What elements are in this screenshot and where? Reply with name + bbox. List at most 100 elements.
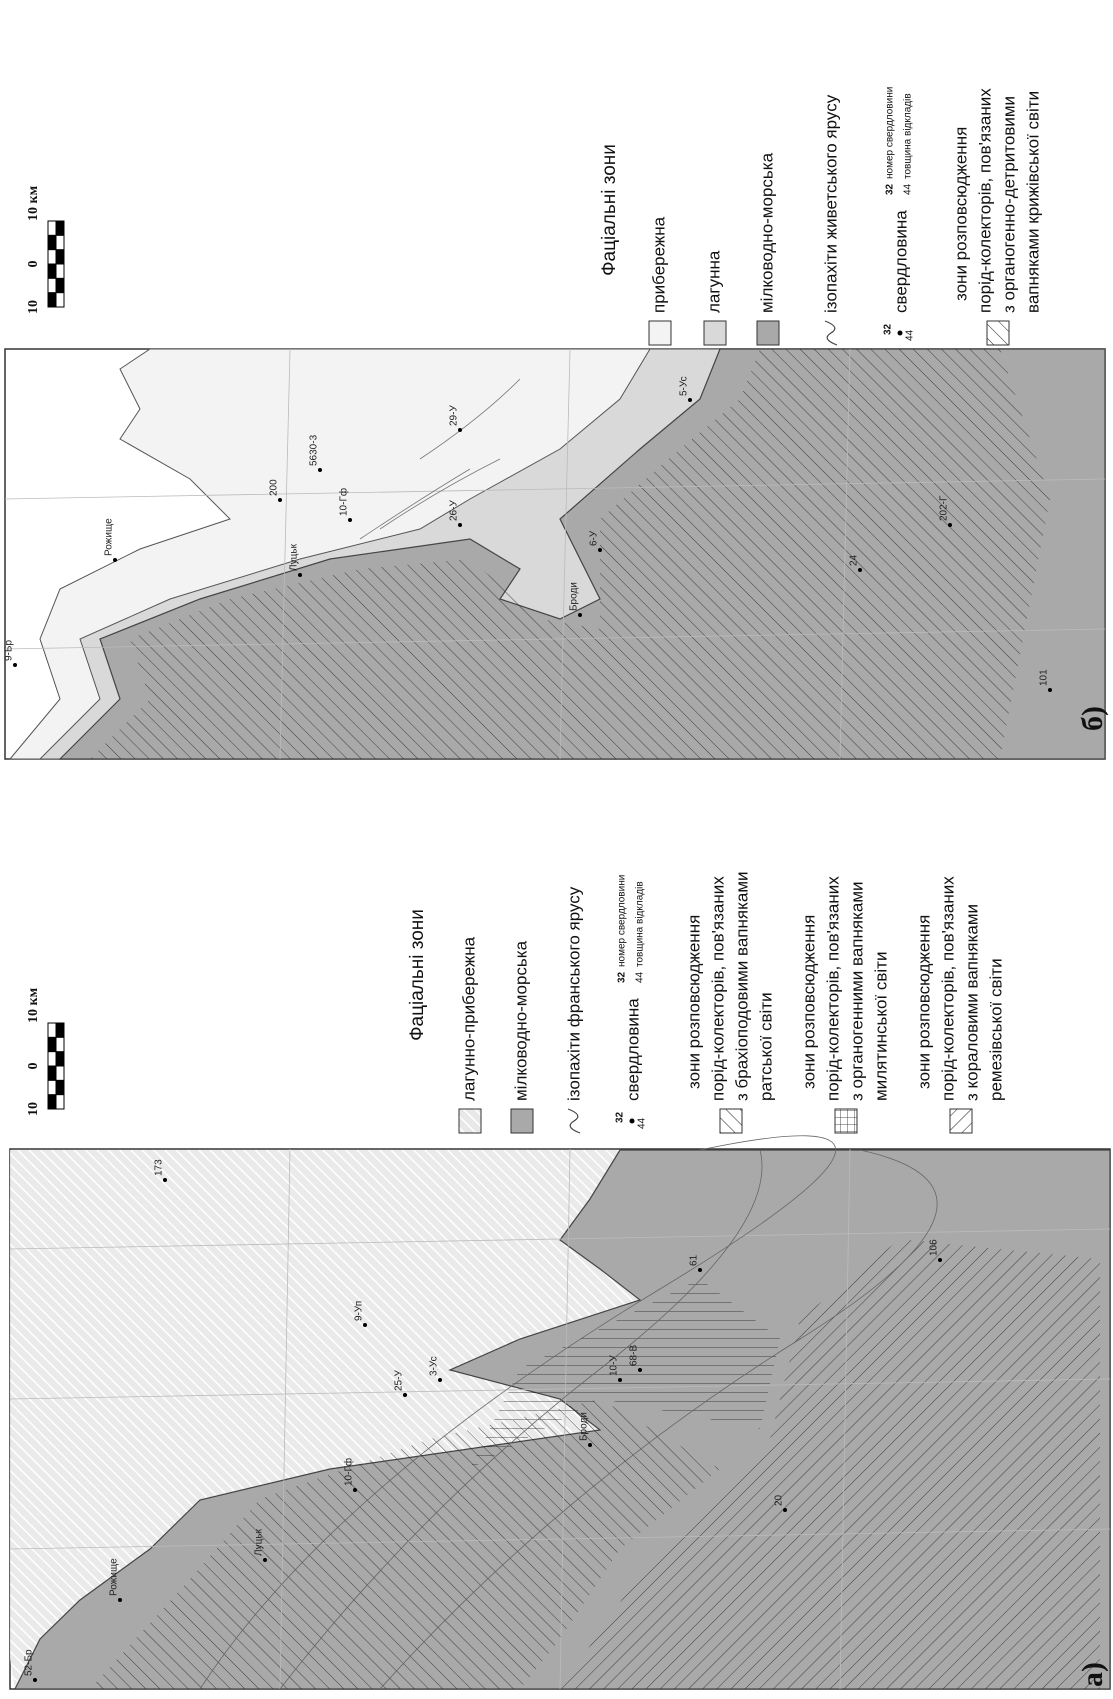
well-label: 10-У — [609, 1355, 620, 1376]
legend-zone-text: зони розповсюдження — [951, 127, 970, 301]
scale-label: 10 км — [26, 987, 41, 1023]
well — [318, 468, 322, 472]
well — [403, 1393, 407, 1397]
well-label: 3-Ус — [429, 1356, 440, 1376]
well-label: Рожище — [109, 1558, 120, 1596]
well — [363, 1323, 367, 1327]
hatch-remeziv — [560, 1239, 1100, 1689]
map-grid-line — [9, 1228, 1111, 1250]
scale-outline — [47, 220, 65, 308]
map-grid-line — [9, 1378, 1111, 1400]
well — [698, 1268, 702, 1272]
legend-note-number: 32 — [617, 971, 628, 983]
well — [578, 613, 582, 617]
well-label: 25-У — [394, 1370, 405, 1391]
well-label: 52-Бр — [24, 1649, 35, 1676]
map-grid-line — [839, 348, 851, 760]
well — [13, 663, 17, 667]
scale-label: 0 — [26, 1063, 41, 1070]
legend-note: товщина відкладів — [903, 93, 914, 179]
well-label: 106 — [929, 1239, 940, 1256]
well — [163, 1178, 167, 1182]
legend-swatch — [648, 320, 672, 346]
legend-swatch — [949, 1108, 973, 1134]
map-grid-line — [9, 1528, 1111, 1550]
well-label: 200 — [269, 479, 280, 496]
well-label: Броди — [579, 1412, 590, 1441]
legend-item: мілководно-морська — [757, 152, 776, 313]
scale-segment — [47, 292, 57, 308]
map-grid-line — [279, 348, 291, 760]
legend-note: номер свердловини — [617, 875, 628, 967]
legend-swatch — [510, 1108, 534, 1134]
isopach — [419, 378, 521, 460]
well — [588, 1443, 592, 1447]
well-label: Рожище — [104, 518, 115, 556]
legend-swatch — [756, 320, 780, 346]
legend-zone-text: порід-колекторів, пов'язаних — [823, 876, 842, 1101]
legend-title: Фаціальні зони — [407, 909, 428, 1041]
scale-segment — [55, 1022, 65, 1038]
map-grid-line — [559, 1148, 571, 1690]
legend-swatch — [824, 320, 838, 346]
legend-note-number: 32 — [885, 183, 896, 195]
well-label: Луцьк — [289, 543, 300, 571]
legend-note: номер свердловини — [885, 87, 896, 179]
legend-swatch — [458, 1108, 482, 1134]
panel-label: б) — [1076, 706, 1109, 731]
well — [1048, 688, 1052, 692]
legend-item: ізопахіти франського ярусу — [564, 886, 583, 1101]
panel-label: а) — [1076, 1662, 1109, 1687]
well-label: 10-Гф — [338, 488, 350, 516]
legend-well-label: свердловина — [623, 998, 642, 1101]
isopach — [199, 1135, 836, 1690]
well — [278, 498, 282, 502]
legend-zone-text: милятинської світи — [871, 952, 890, 1101]
legend-swatch — [834, 1108, 858, 1134]
well-label: 5-Ус — [679, 376, 690, 396]
well-label: 101 — [1039, 669, 1050, 686]
legend-swatch — [986, 320, 1010, 346]
well-label: 9-Уп — [354, 1301, 365, 1321]
map-grid-line — [4, 478, 1106, 500]
isopach — [279, 1149, 763, 1690]
legend-zone-text: з органогенними вапняками — [847, 881, 866, 1101]
well — [458, 523, 462, 527]
scale-segment — [47, 1036, 57, 1053]
well-label: 5630-3 — [309, 434, 320, 466]
lagoon-coastal-zone — [10, 1150, 640, 1689]
well-label: 173 — [154, 1159, 165, 1176]
map-grid-line — [4, 628, 1106, 650]
well — [948, 523, 952, 527]
well-label: 20 — [774, 1494, 785, 1506]
well-label: 61 — [689, 1254, 700, 1266]
well — [348, 518, 352, 522]
legend-zone-text: порід-колекторів, пов'язаних — [708, 876, 727, 1101]
hatch-kryzhiv — [90, 349, 1050, 759]
scale-label: 0 — [26, 261, 41, 268]
legend-note-thickness: 44 — [635, 971, 646, 983]
well-label: 9-Бр — [4, 640, 15, 661]
well — [618, 1378, 622, 1382]
well — [113, 558, 117, 562]
well — [438, 1378, 442, 1382]
isopach — [379, 458, 501, 530]
legend-zone-text: з органогенно-детритовими — [999, 96, 1018, 313]
well-label: 10-Гф — [343, 1458, 355, 1486]
well — [938, 1258, 942, 1262]
scale-segment — [55, 1079, 65, 1096]
well — [598, 548, 602, 552]
scale-label: 10 — [26, 1102, 41, 1116]
well-label: 24 — [849, 554, 860, 566]
legend-zone-text: зони розповсюдження — [914, 915, 933, 1089]
hatch-mylyatyn — [470, 1279, 780, 1469]
legend-zone-text: ремезівської світи — [986, 958, 1005, 1101]
well-label: 29-У — [449, 405, 460, 426]
rotated-figure: 52-Бр Рожище Луцьк 10-Гф 25-У 3-Ус 9-Уп 10-У Бро… — [4, 87, 1111, 1690]
well-label: Броди — [569, 582, 580, 611]
legend-zone-text: порід-колекторів, пов'язаних — [938, 876, 957, 1101]
well-label: 68-В — [629, 1345, 640, 1366]
legend-well-label: свердловина — [891, 210, 910, 313]
